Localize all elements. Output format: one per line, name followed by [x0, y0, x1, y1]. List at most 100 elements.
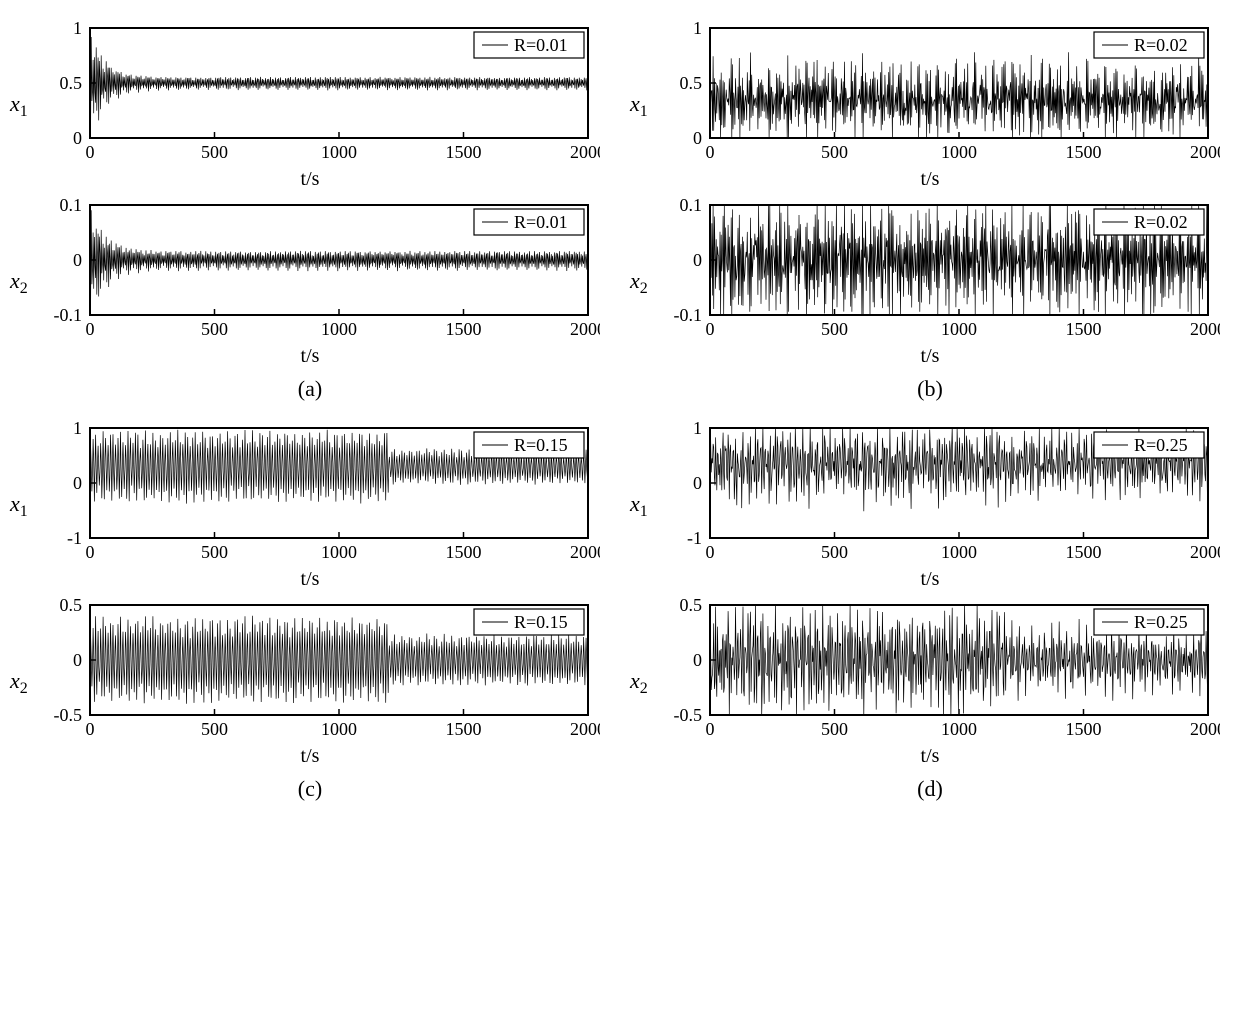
svg-text:0: 0 [73, 650, 82, 670]
svg-text:0: 0 [693, 473, 702, 493]
x-axis-label: t/s [640, 745, 1220, 768]
svg-text:0.5: 0.5 [680, 73, 703, 93]
svg-text:2000: 2000 [570, 719, 600, 739]
svg-text:2000: 2000 [1190, 719, 1220, 739]
svg-text:1000: 1000 [941, 719, 977, 739]
svg-text:500: 500 [821, 142, 848, 162]
svg-text:2000: 2000 [570, 142, 600, 162]
svg-text:0: 0 [73, 473, 82, 493]
legend-label: R=0.01 [514, 212, 568, 232]
svg-text:0: 0 [86, 319, 95, 339]
chart: x20500100015002000-0.100.1R=0.01t/s [20, 197, 600, 368]
svg-text:-0.5: -0.5 [674, 705, 703, 725]
svg-text:500: 500 [201, 319, 228, 339]
y-axis-label: x2 [10, 667, 28, 697]
legend-label: R=0.02 [1134, 35, 1188, 55]
svg-text:0: 0 [706, 319, 715, 339]
x-axis-label: t/s [20, 745, 600, 768]
trace-line [710, 52, 1208, 138]
svg-text:0: 0 [693, 250, 702, 270]
chart: x1050010001500200000.51R=0.02t/s [640, 20, 1220, 191]
panel-sublabel: (d) [640, 776, 1220, 802]
svg-text:1500: 1500 [446, 319, 482, 339]
panel-sublabel: (c) [20, 776, 600, 802]
svg-text:0.1: 0.1 [680, 197, 703, 215]
svg-text:0: 0 [73, 128, 82, 148]
legend-label: R=0.01 [514, 35, 568, 55]
x-axis-label: t/s [20, 168, 600, 191]
x-axis-label: t/s [20, 345, 600, 368]
chart-svg: 0500100015002000-0.500.5R=0.15 [20, 597, 600, 747]
legend-label: R=0.15 [514, 435, 568, 455]
row-top: x1050010001500200000.51R=0.01t/sx2050010… [20, 20, 1220, 410]
y-axis-label: x1 [10, 90, 28, 120]
svg-text:0: 0 [693, 128, 702, 148]
svg-text:1500: 1500 [1066, 542, 1102, 562]
svg-text:1500: 1500 [1066, 719, 1102, 739]
svg-text:1000: 1000 [321, 142, 357, 162]
svg-text:0: 0 [86, 542, 95, 562]
svg-text:-0.1: -0.1 [54, 305, 83, 325]
chart-svg: 050010001500200000.51R=0.02 [640, 20, 1220, 170]
chart-svg: 0500100015002000-0.100.1R=0.02 [640, 197, 1220, 347]
svg-text:0: 0 [706, 719, 715, 739]
chart-svg: 0500100015002000-0.100.1R=0.01 [20, 197, 600, 347]
panel-a: x1050010001500200000.51R=0.01t/sx2050010… [20, 20, 600, 410]
svg-text:500: 500 [821, 319, 848, 339]
svg-text:1500: 1500 [446, 142, 482, 162]
svg-text:0: 0 [86, 719, 95, 739]
svg-text:0.5: 0.5 [680, 597, 703, 615]
chart-svg: 0500100015002000-101R=0.15 [20, 420, 600, 570]
svg-text:1000: 1000 [941, 542, 977, 562]
panel-sublabel: (a) [20, 376, 600, 402]
x-axis-label: t/s [640, 168, 1220, 191]
svg-text:-0.5: -0.5 [54, 705, 83, 725]
y-axis-label: x1 [10, 490, 28, 520]
svg-text:1: 1 [73, 20, 82, 38]
svg-text:0.1: 0.1 [60, 197, 83, 215]
chart: x1050010001500200000.51R=0.01t/s [20, 20, 600, 191]
y-axis-label: x1 [630, 90, 648, 120]
svg-text:1000: 1000 [321, 542, 357, 562]
svg-text:1000: 1000 [941, 319, 977, 339]
svg-text:1: 1 [693, 20, 702, 38]
svg-text:-0.1: -0.1 [674, 305, 703, 325]
row-bottom: x10500100015002000-101R=0.15t/sx20500100… [20, 420, 1220, 810]
svg-text:2000: 2000 [1190, 542, 1220, 562]
svg-text:1500: 1500 [1066, 319, 1102, 339]
chart: x20500100015002000-0.100.1R=0.02t/s [640, 197, 1220, 368]
chart: x20500100015002000-0.500.5R=0.25t/s [640, 597, 1220, 768]
svg-text:0.5: 0.5 [60, 73, 83, 93]
y-axis-label: x2 [630, 667, 648, 697]
x-axis-label: t/s [640, 345, 1220, 368]
svg-text:2000: 2000 [1190, 142, 1220, 162]
svg-text:0: 0 [86, 142, 95, 162]
svg-text:500: 500 [821, 719, 848, 739]
svg-text:2000: 2000 [570, 319, 600, 339]
svg-text:-1: -1 [687, 528, 702, 548]
panel-c: x10500100015002000-101R=0.15t/sx20500100… [20, 420, 600, 810]
svg-text:500: 500 [201, 719, 228, 739]
panel-d: x10500100015002000-101R=0.25t/sx20500100… [640, 420, 1220, 810]
y-axis-label: x1 [630, 490, 648, 520]
panel-sublabel: (b) [640, 376, 1220, 402]
svg-text:1500: 1500 [446, 719, 482, 739]
svg-text:1: 1 [73, 420, 82, 438]
figure-grid: x1050010001500200000.51R=0.01t/sx2050010… [20, 20, 1220, 810]
svg-text:0.5: 0.5 [60, 597, 83, 615]
y-axis-label: x2 [10, 267, 28, 297]
svg-text:500: 500 [201, 542, 228, 562]
legend-label: R=0.25 [1134, 612, 1188, 632]
svg-text:1: 1 [693, 420, 702, 438]
svg-text:0: 0 [706, 542, 715, 562]
svg-text:1500: 1500 [1066, 142, 1102, 162]
chart: x10500100015002000-101R=0.15t/s [20, 420, 600, 591]
svg-text:1000: 1000 [941, 142, 977, 162]
chart: x10500100015002000-101R=0.25t/s [640, 420, 1220, 591]
chart: x20500100015002000-0.500.5R=0.15t/s [20, 597, 600, 768]
y-axis-label: x2 [630, 267, 648, 297]
chart-svg: 0500100015002000-101R=0.25 [640, 420, 1220, 570]
svg-text:1500: 1500 [446, 542, 482, 562]
x-axis-label: t/s [20, 568, 600, 591]
svg-text:500: 500 [201, 142, 228, 162]
